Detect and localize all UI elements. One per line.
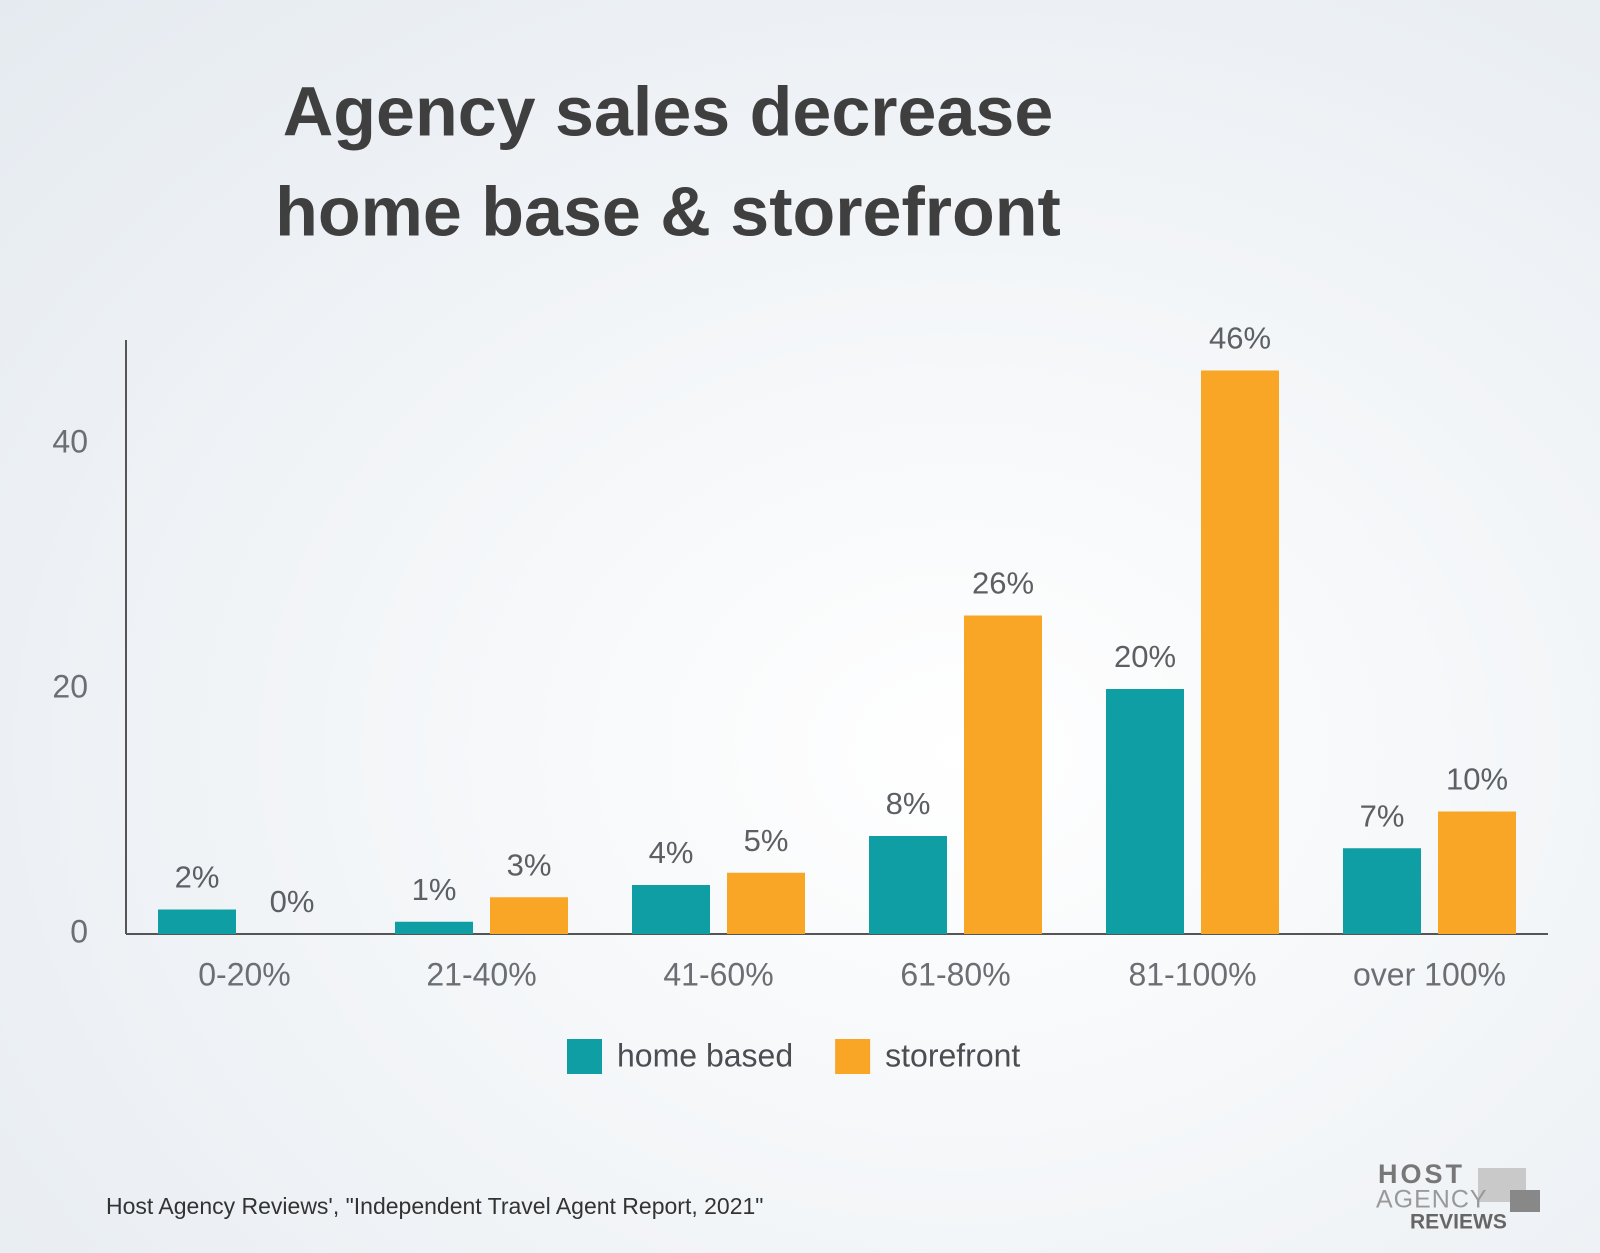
x-tick-label: 81-100% (1128, 956, 1256, 992)
value-label: 20% (1114, 639, 1176, 674)
legend-swatch (835, 1039, 871, 1074)
bar (1106, 689, 1184, 934)
bar (1201, 370, 1279, 934)
value-label: 0% (270, 884, 315, 919)
y-tick-label: 40 (52, 423, 88, 459)
bar (1438, 811, 1516, 934)
source: Host Agency Reviews', "Independent Trave… (106, 1193, 763, 1219)
x-tick-label: 0-20% (198, 956, 291, 992)
x-tick-label: over 100% (1353, 956, 1506, 992)
y-tick-label: 20 (52, 668, 88, 704)
chart-title: Agency sales decrease (283, 72, 1054, 150)
chart-title: home base & storefront (275, 172, 1061, 250)
bar (1343, 848, 1421, 934)
value-label: 26% (972, 566, 1034, 601)
x-tick-label: 61-80% (900, 956, 1010, 992)
bar (490, 897, 568, 934)
value-label: 4% (649, 835, 694, 870)
y-tick-label: 0 (70, 913, 88, 949)
logo-text: HOST (1378, 1159, 1465, 1189)
value-label: 7% (1360, 798, 1405, 833)
logo: HOST AGENCY REVIEWS (1376, 1159, 1540, 1234)
value-label: 5% (744, 823, 789, 858)
legend-label: storefront (885, 1037, 1020, 1073)
value-label: 46% (1209, 321, 1271, 356)
bar (964, 615, 1042, 934)
legend-label: home based (617, 1037, 793, 1073)
legend-swatch (567, 1039, 602, 1074)
value-label: 8% (886, 786, 931, 821)
value-label: 2% (175, 860, 220, 895)
value-label: 10% (1446, 762, 1508, 797)
value-label: 1% (412, 872, 457, 907)
x-tick-label: 21-40% (426, 956, 536, 992)
bar (158, 909, 236, 934)
value-label: 3% (507, 847, 552, 882)
x-tick-label: 41-60% (663, 956, 773, 992)
bar (632, 885, 710, 934)
logo-icon (1510, 1190, 1540, 1212)
logo-text: REVIEWS (1410, 1211, 1507, 1234)
bar (727, 872, 805, 934)
logo-text: AGENCY (1376, 1186, 1488, 1214)
bar (395, 921, 473, 934)
bar (869, 836, 947, 934)
